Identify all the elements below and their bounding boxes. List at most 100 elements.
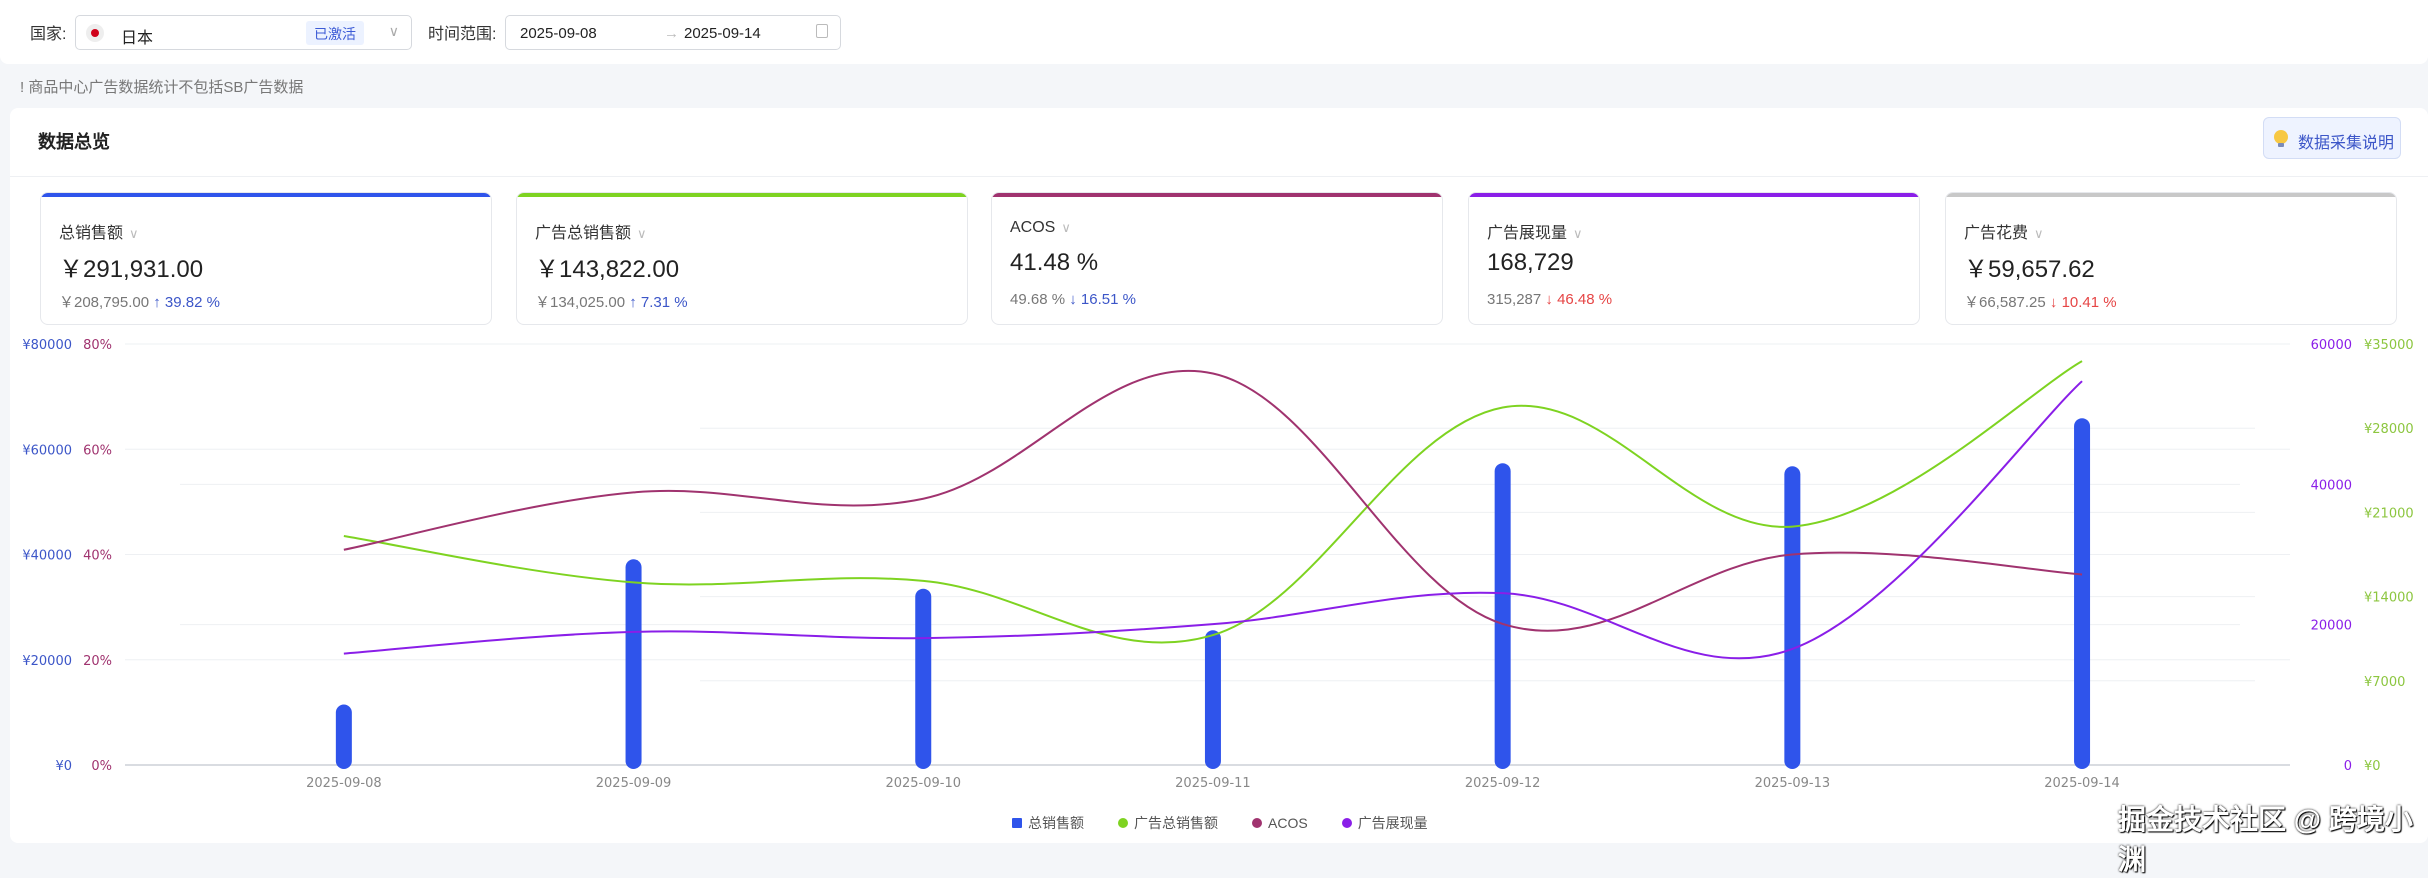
watermark: 掘金技术社区 @ 跨境小渊	[2118, 804, 2413, 875]
kpi-label[interactable]: 总销售额 ∨	[59, 219, 139, 243]
kpi-previous: ￥208,795.00	[59, 294, 150, 311]
chevron-down-icon: ∨	[129, 226, 139, 241]
country-select[interactable]: 日本 已激活 ∨	[75, 15, 412, 50]
date-range-picker[interactable]: 2025-09-08 → 2025-09-14	[505, 15, 841, 50]
kpi-color-bar	[1469, 193, 1919, 197]
axis-tick-label: ¥28000	[2364, 422, 2414, 437]
chevron-down-icon: ∨	[1573, 226, 1583, 241]
kpi-previous: 315,287	[1487, 291, 1542, 308]
line-series-1	[343, 360, 2083, 644]
kpi-card[interactable]: 总销售额 ∨ ￥291,931.00 ￥208,795.00 ↑ 39.82 %	[40, 192, 492, 325]
lightbulb-icon	[2274, 130, 2288, 147]
legend-marker-icon	[1252, 818, 1262, 828]
axis-tick-label: 20000	[2311, 619, 2352, 634]
axis-tick-label: ¥21000	[2364, 506, 2414, 521]
legend-item[interactable]: 总销售额	[1012, 813, 1084, 833]
bar-total-sales	[1784, 466, 1801, 769]
x-tick-label: 2025-09-13	[1755, 776, 1831, 791]
calendar-icon[interactable]	[816, 24, 828, 38]
kpi-value: ￥291,931.00	[59, 256, 204, 283]
x-tick-label: 2025-09-12	[1465, 776, 1541, 791]
kpi-card[interactable]: ACOS ∨ 41.48 % 49.68 % ↓ 16.51 %	[991, 192, 1443, 325]
legend-item[interactable]: ACOS	[1252, 813, 1308, 833]
chevron-down-icon: ∨	[637, 226, 647, 241]
axis-tick-label: 60%	[83, 443, 112, 458]
kpi-change: ↑ 7.31 %	[629, 294, 688, 311]
kpi-previous: ￥66,587.25	[1964, 294, 2046, 311]
kpi-label-text: 广告展现量	[1487, 225, 1568, 242]
axis-tick-label: ¥80000	[22, 338, 72, 353]
x-tick-label: 2025-09-10	[885, 776, 961, 791]
kpi-value: 41.48 %	[1010, 249, 1099, 276]
x-tick-label: 2025-09-14	[2044, 776, 2120, 791]
kpi-change: ↑ 39.82 %	[153, 294, 220, 311]
legend-label: 广告展现量	[1357, 815, 1428, 831]
axis-tick-label: 60000	[2311, 338, 2352, 353]
axis-tick-label: ¥14000	[2364, 591, 2414, 606]
kpi-label[interactable]: 广告展现量 ∨	[1487, 219, 1583, 243]
divider	[10, 176, 2428, 177]
bar-total-sales	[1204, 630, 1221, 769]
line-series-3	[343, 380, 2083, 660]
kpi-value: ￥143,822.00	[535, 256, 680, 283]
help-button-label: 数据采集说明	[2298, 135, 2395, 152]
kpi-label-text: 广告花费	[1964, 225, 2029, 242]
legend-marker-icon	[1341, 818, 1352, 828]
kpi-color-bar	[1946, 193, 2396, 197]
x-tick-label: 2025-09-08	[306, 776, 382, 791]
legend-item[interactable]: 广告展现量	[1341, 813, 1428, 833]
axis-tick-label: ¥0	[55, 759, 72, 774]
x-tick-label: 2025-09-09	[596, 776, 672, 791]
kpi-label-text: 总销售额	[59, 225, 124, 242]
kpi-label[interactable]: 广告花费 ∨	[1964, 219, 2044, 243]
axis-tick-label: 40000	[2311, 478, 2352, 493]
axis-tick-label: ¥0	[2364, 759, 2381, 774]
legend-item[interactable]: 广告总销售额	[1118, 813, 1218, 833]
axis-tick-label: 40%	[83, 549, 112, 564]
range-arrow-icon: →	[664, 25, 679, 42]
kpi-label-text: 广告总销售额	[535, 225, 632, 242]
axis-tick-label: ¥7000	[2364, 675, 2405, 690]
kpi-change: ↓ 10.41 %	[2049, 294, 2117, 311]
kpi-card[interactable]: 广告花费 ∨ ￥59,657.62 ￥66,587.25 ↓ 10.41 %	[1945, 192, 2397, 325]
kpi-compare: ￥134,025.00 ↑ 7.31 %	[535, 291, 688, 312]
legend-label: ACOS	[1268, 815, 1308, 831]
chevron-down-icon: ∨	[388, 23, 399, 39]
kpi-color-bar	[41, 193, 491, 197]
kpi-compare: ￥66,587.25 ↓ 10.41 %	[1964, 291, 2117, 312]
kpi-label[interactable]: 广告总销售额 ∨	[535, 219, 647, 243]
kpi-change: ↓ 46.48 %	[1545, 291, 1613, 308]
kpi-compare: 315,287 ↓ 46.48 %	[1487, 291, 1612, 308]
kpi-card[interactable]: 广告展现量 ∨ 168,729 315,287 ↓ 46.48 %	[1468, 192, 1920, 325]
legend-marker-icon	[1012, 818, 1022, 828]
axis-tick-label: ¥35000	[2364, 338, 2414, 353]
country-label: 国家:	[30, 26, 67, 43]
kpi-compare: ￥208,795.00 ↑ 39.82 %	[59, 291, 220, 312]
bar-total-sales	[335, 704, 352, 769]
axis-tick-label: ¥40000	[22, 549, 72, 564]
bar-total-sales	[625, 559, 642, 769]
legend-marker-icon	[1118, 818, 1128, 828]
legend-label: 总销售额	[1028, 815, 1084, 831]
kpi-change: ↓ 16.51 %	[1069, 291, 1136, 308]
range-label: 时间范围:	[428, 26, 497, 43]
bar-total-sales	[1494, 463, 1511, 769]
country-value: 日本	[121, 30, 154, 47]
chart-legend: 总销售额 广告总销售额 ACOS 广告展现量	[1012, 813, 1428, 833]
kpi-compare: 49.68 % ↓ 16.51 %	[1010, 291, 1136, 308]
start-date[interactable]: 2025-09-08	[520, 25, 597, 42]
data-collection-help-button[interactable]: 数据采集说明	[2263, 117, 2401, 159]
kpi-color-bar	[992, 193, 1442, 197]
status-badge: 已激活	[306, 21, 364, 45]
bar-total-sales	[915, 588, 932, 769]
bar-total-sales	[2074, 418, 2091, 769]
axis-tick-label: 0	[2344, 759, 2352, 774]
kpi-color-bar	[517, 193, 967, 197]
kpi-label[interactable]: ACOS ∨	[1010, 219, 1071, 237]
axis-tick-label: 80%	[83, 338, 112, 353]
kpi-previous: 49.68 %	[1010, 291, 1066, 308]
end-date[interactable]: 2025-09-14	[684, 25, 761, 42]
kpi-card[interactable]: 广告总销售额 ∨ ￥143,822.00 ￥134,025.00 ↑ 7.31 %	[516, 192, 968, 325]
axis-tick-label: ¥20000	[22, 654, 72, 669]
notice-text: ! 商品中心广告数据统计不包括SB广告数据	[20, 79, 304, 96]
